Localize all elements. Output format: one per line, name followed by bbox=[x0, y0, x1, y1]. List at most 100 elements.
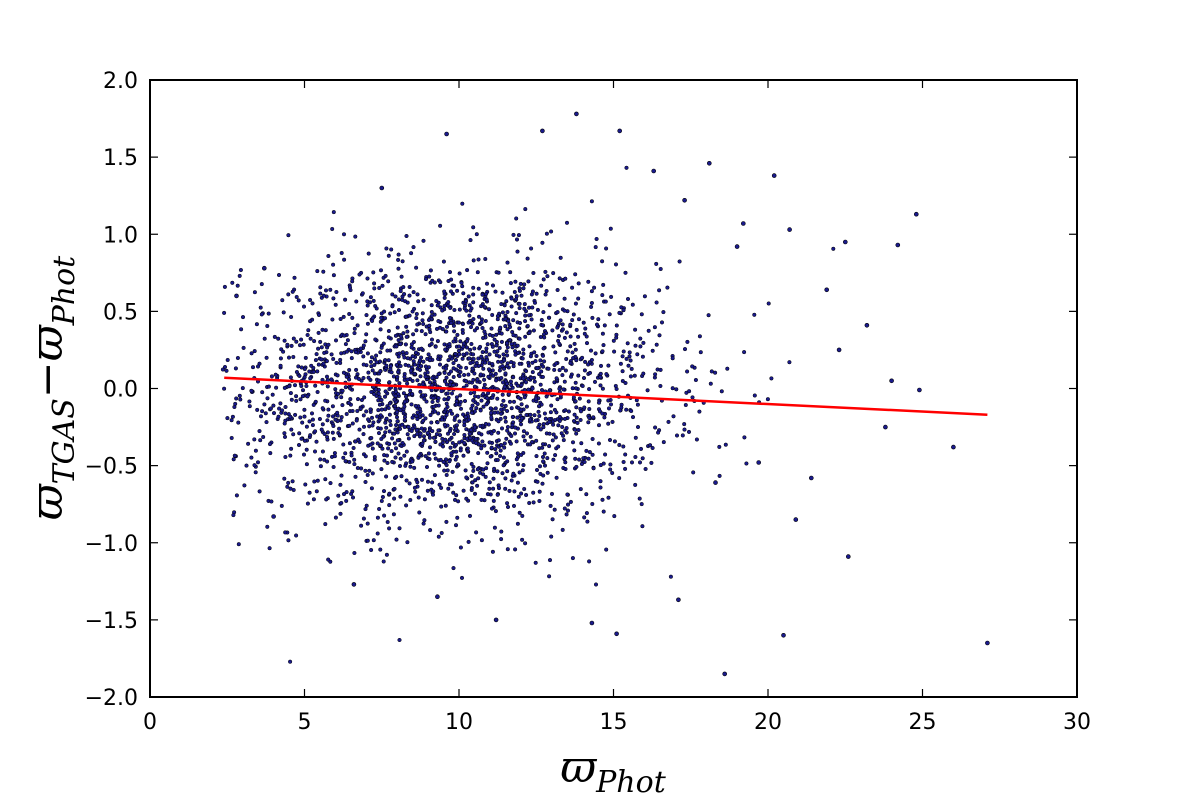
scatter-point bbox=[523, 541, 528, 546]
scatter-point bbox=[467, 431, 472, 436]
scatter-point bbox=[591, 466, 596, 471]
scatter-point bbox=[367, 468, 372, 473]
scatter-point bbox=[384, 425, 389, 430]
scatter-point bbox=[453, 357, 459, 363]
scatter-point bbox=[224, 368, 229, 373]
scatter-point bbox=[571, 356, 576, 361]
scatter-point bbox=[584, 334, 589, 339]
scatter-point bbox=[312, 339, 317, 344]
scatter-point bbox=[570, 350, 575, 355]
scatter-point bbox=[431, 404, 436, 409]
scatter-point bbox=[530, 289, 535, 294]
scatter-point bbox=[315, 389, 320, 395]
scatter-point bbox=[540, 128, 545, 134]
scatter-point bbox=[435, 594, 440, 600]
scatter-point bbox=[625, 341, 630, 346]
scatter-point bbox=[393, 404, 398, 409]
scatter-point bbox=[247, 399, 252, 404]
scatter-point bbox=[442, 295, 447, 300]
scatter-point bbox=[299, 337, 304, 342]
scatter-point bbox=[398, 494, 403, 499]
scatter-point bbox=[326, 342, 331, 347]
scatter-point bbox=[515, 521, 520, 526]
scatter-point bbox=[305, 394, 310, 399]
scatter-point bbox=[378, 319, 383, 324]
scatter-point bbox=[458, 393, 463, 398]
scatter-point bbox=[530, 386, 535, 391]
scatter-point bbox=[386, 335, 391, 340]
scatter-point bbox=[446, 300, 451, 305]
scatter-point bbox=[464, 436, 469, 441]
scatter-point bbox=[453, 351, 458, 357]
scatter-point bbox=[455, 515, 460, 520]
scatter-point bbox=[766, 301, 771, 306]
scatter-point bbox=[756, 460, 762, 465]
scatter-point bbox=[510, 414, 515, 420]
scatter-point bbox=[539, 388, 545, 393]
scatter-point bbox=[269, 374, 274, 379]
x-tick-label: 20 bbox=[754, 710, 782, 735]
scatter-point bbox=[490, 373, 496, 378]
scatter-point bbox=[408, 464, 413, 469]
scatter-point bbox=[299, 365, 304, 370]
scatter-point bbox=[497, 368, 502, 373]
scatter-point bbox=[503, 403, 508, 408]
scatter-point bbox=[262, 402, 267, 407]
scatter-point bbox=[533, 560, 538, 565]
scatter-point bbox=[603, 299, 608, 304]
scatter-point bbox=[444, 412, 449, 418]
scatter-point bbox=[625, 296, 631, 302]
scatter-point bbox=[316, 346, 321, 351]
scatter-point bbox=[674, 433, 680, 438]
scatter-point bbox=[237, 393, 242, 398]
scatter-point bbox=[290, 479, 295, 484]
scatter-point bbox=[561, 433, 566, 438]
scatter-point bbox=[379, 398, 384, 403]
scatter-point bbox=[606, 363, 611, 368]
scatter-point bbox=[554, 376, 559, 381]
scatter-point bbox=[517, 306, 522, 311]
scatter-point bbox=[395, 325, 400, 330]
scatter-point bbox=[283, 404, 288, 410]
scatter-point bbox=[431, 396, 436, 401]
scatter-point bbox=[618, 408, 623, 413]
scatter-point bbox=[585, 519, 590, 524]
scatter-point bbox=[342, 333, 347, 338]
scatter-point bbox=[568, 344, 573, 349]
scatter-point bbox=[493, 406, 498, 411]
scatter-point bbox=[404, 324, 409, 329]
scatter-point bbox=[600, 497, 605, 502]
scatter-point bbox=[383, 407, 388, 412]
scatter-point bbox=[541, 310, 546, 315]
scatter-point bbox=[437, 482, 442, 487]
scatter-point bbox=[460, 284, 465, 289]
scatter-point bbox=[538, 358, 543, 363]
scatter-point bbox=[307, 490, 312, 495]
scatter-point bbox=[383, 420, 388, 425]
scatter-point bbox=[484, 346, 489, 351]
scatter-point bbox=[415, 410, 420, 415]
scatter-point bbox=[380, 283, 385, 288]
scatter-point bbox=[471, 398, 476, 403]
scatter-point bbox=[286, 233, 291, 238]
scatter-point bbox=[576, 296, 581, 301]
scatter-point bbox=[683, 402, 688, 408]
scatter-point bbox=[402, 424, 407, 430]
scatter-point bbox=[323, 398, 328, 403]
scatter-point bbox=[461, 412, 466, 417]
scatter-point bbox=[326, 253, 331, 259]
scatter-point bbox=[402, 399, 407, 404]
scatter-point bbox=[386, 328, 391, 334]
scatter-point bbox=[528, 412, 533, 417]
scatter-point bbox=[504, 364, 509, 369]
scatter-point bbox=[503, 486, 508, 491]
scatter-point bbox=[282, 431, 287, 436]
scatter-point bbox=[573, 301, 578, 306]
scatter-point bbox=[440, 436, 445, 441]
scatter-point bbox=[463, 299, 469, 304]
scatter-point bbox=[347, 367, 352, 373]
scatter-point bbox=[427, 435, 432, 440]
scatter-point bbox=[339, 395, 344, 400]
scatter-point bbox=[570, 285, 575, 290]
scatter-point bbox=[271, 403, 276, 408]
